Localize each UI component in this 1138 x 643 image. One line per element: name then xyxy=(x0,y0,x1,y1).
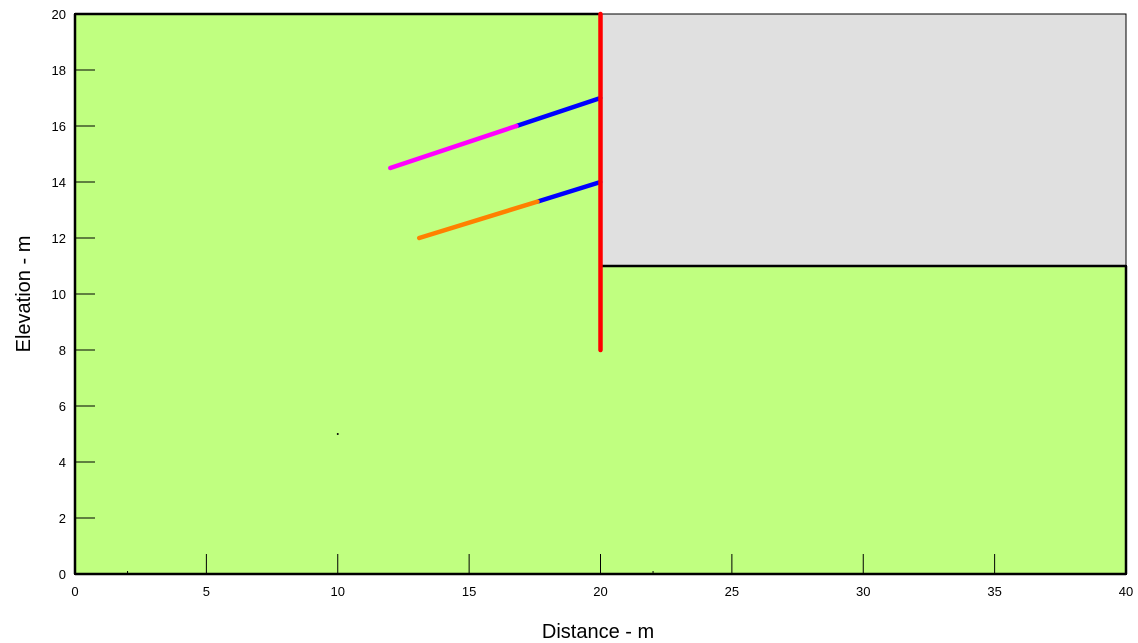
upper-anchor-bond-length xyxy=(388,123,519,171)
lower-anchor-free-length xyxy=(535,179,603,204)
lower-anchor-bond-length xyxy=(416,199,540,241)
y-tick-label: 16 xyxy=(52,119,66,134)
y-tick-label: 4 xyxy=(59,455,66,470)
y-tick-label: 2 xyxy=(59,511,66,526)
x-tick-label: 30 xyxy=(856,584,870,599)
x-tick-label: 0 xyxy=(71,584,78,599)
excavation-region xyxy=(600,13,1127,267)
marker xyxy=(336,433,339,435)
x-axis-ticks: 0 5 10 15 20 25 30 35 40 xyxy=(71,554,1133,599)
y-axis-ticks: 0 2 4 6 8 10 12 14 16 18 20 xyxy=(52,7,95,582)
x-tick-label: 35 xyxy=(987,584,1001,599)
x-axis-title: Distance - m xyxy=(542,621,654,643)
x-tick-label: 20 xyxy=(593,584,607,599)
x-tick-label: 40 xyxy=(1119,584,1133,599)
y-tick-label: 10 xyxy=(52,287,66,302)
y-tick-label: 18 xyxy=(52,63,66,78)
anchors xyxy=(388,95,603,241)
y-tick-label: 8 xyxy=(59,343,66,358)
y-tick-label: 14 xyxy=(52,175,66,190)
y-tick-label: 12 xyxy=(52,231,66,246)
x-tick-label: 5 xyxy=(203,584,210,599)
y-axis-title: Elevation - m xyxy=(13,236,35,353)
upper-anchor-free-length xyxy=(514,95,603,129)
y-tick-label: 20 xyxy=(52,7,66,22)
y-tick-label: 6 xyxy=(59,399,66,414)
marker-point xyxy=(336,433,339,435)
x-tick-label: 15 xyxy=(462,584,476,599)
y-tick-label: 0 xyxy=(59,567,66,582)
x-tick-label: 25 xyxy=(725,584,739,599)
x-tick-label: 10 xyxy=(331,584,345,599)
